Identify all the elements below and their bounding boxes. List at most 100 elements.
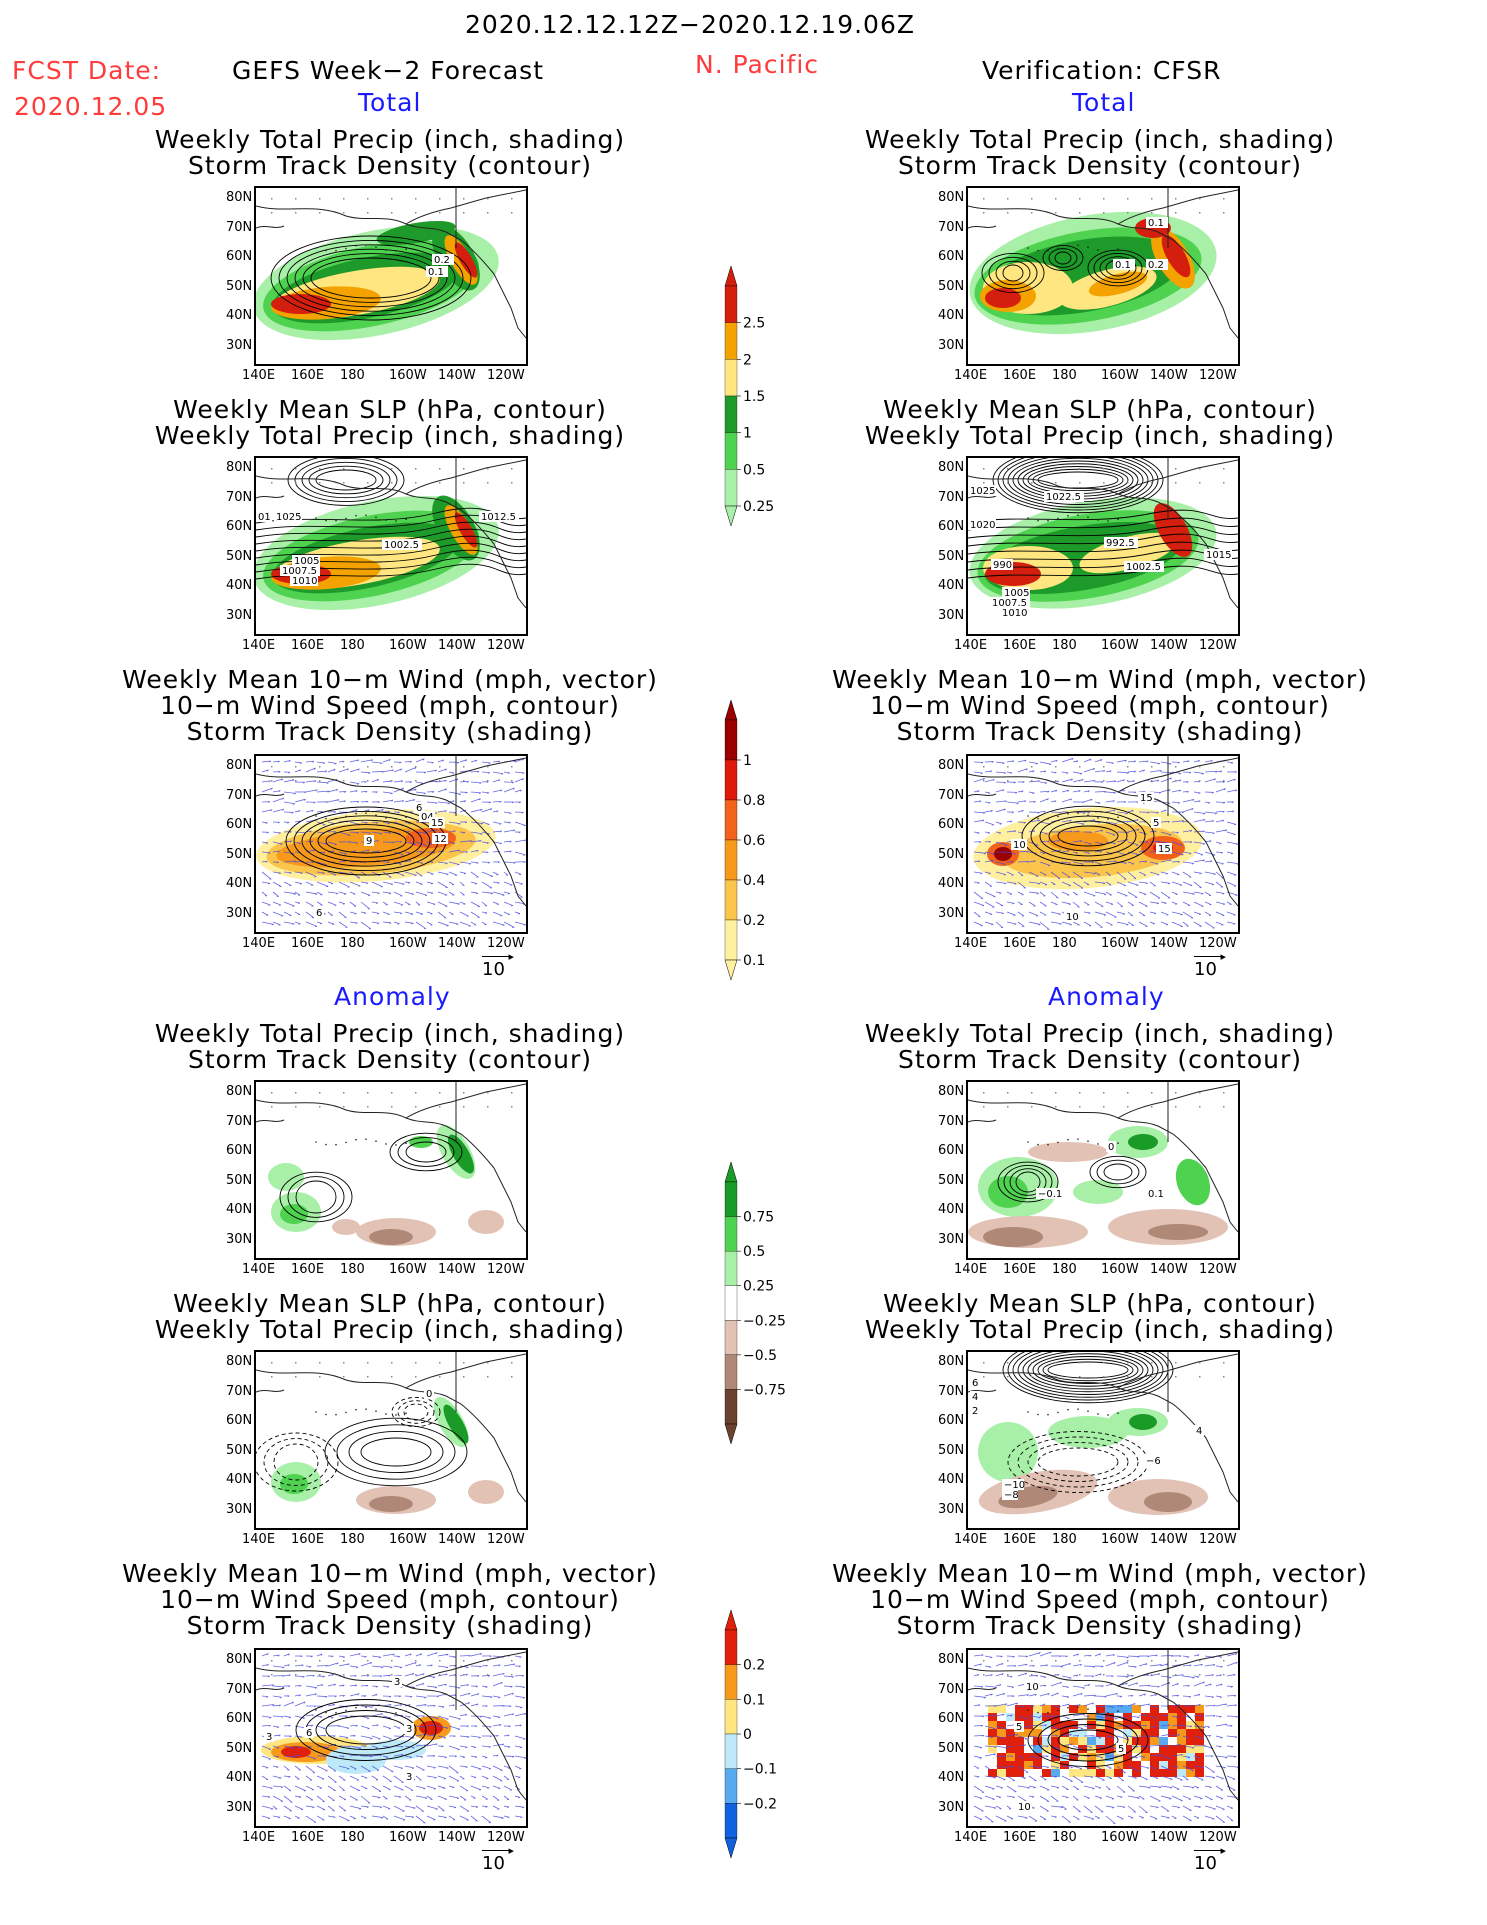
lat-tick-label: 40N xyxy=(938,1472,965,1487)
svg-text:0.25: 0.25 xyxy=(743,1279,774,1295)
lon-tick-label: 160W xyxy=(389,1262,427,1277)
lon-tick-label: 140E xyxy=(954,1830,988,1845)
svg-text:0.4: 0.4 xyxy=(743,873,765,889)
lon-tick-label: 140W xyxy=(438,1532,476,1547)
svg-text:2.5: 2.5 xyxy=(743,316,765,332)
svg-text:0: 0 xyxy=(743,1727,752,1743)
lon-tick-label: 180 xyxy=(340,1532,365,1547)
lat-tick-label: 50N xyxy=(226,1172,253,1188)
map-forecast-wind-storm-anomaly: 3 3 3 6 3 xyxy=(254,1648,528,1828)
lon-tick-label: 180 xyxy=(1052,1262,1077,1277)
lon-tick-label: 180 xyxy=(1052,1830,1077,1845)
colorbar-storm-density-total: 1 0.8 0.6 0.4 0.2 0.1 xyxy=(700,699,800,981)
vector-ref-f6: ▸ 10 xyxy=(482,1844,514,1874)
lat-tick-label: 80N xyxy=(226,1084,253,1099)
lon-tick-label: 160W xyxy=(389,1532,427,1547)
lat-tick-label: 80N xyxy=(226,190,253,205)
lon-tick-label: 140W xyxy=(438,1262,476,1277)
fcst-date-value: 2020.12.05 xyxy=(14,92,168,121)
lon-tick-label: 120W xyxy=(487,936,525,951)
lon-tick-label: 160E xyxy=(1003,936,1037,951)
lat-tick-label: 70N xyxy=(938,219,965,235)
lat-tick-label: 40N xyxy=(938,578,965,593)
map-verification-wind-storm-total: 15 5 10 15 10 xyxy=(966,754,1240,934)
svg-text:10: 10 xyxy=(1066,912,1079,923)
svg-text:0: 0 xyxy=(426,1389,432,1400)
lat-tick-label: 80N xyxy=(938,1354,965,1369)
lat-tick-label: 80N xyxy=(226,1354,253,1369)
map-verification-wind-storm-anomaly: 10 5 5 10 xyxy=(966,1648,1240,1828)
region-title: N. Pacific xyxy=(695,50,820,79)
lat-tick-label: 50N xyxy=(226,1740,253,1756)
lon-tick-label: 180 xyxy=(340,1830,365,1845)
lon-tick-label: 140E xyxy=(242,936,276,951)
svg-text:−0.1: −0.1 xyxy=(1038,1189,1062,1200)
lat-tick-label: 60N xyxy=(938,1711,965,1726)
lat-tick-label: 60N xyxy=(226,817,253,832)
lat-tick-label: 60N xyxy=(938,817,965,832)
lon-tick-label: 140W xyxy=(1150,368,1188,383)
vector-ref-v3: ▸ 10 xyxy=(1194,950,1226,980)
lat-tick-label: 30N xyxy=(938,1799,965,1815)
lat-tick-label: 40N xyxy=(226,1472,253,1487)
svg-text:0.5: 0.5 xyxy=(743,462,765,478)
lat-tick-label: 40N xyxy=(938,308,965,323)
lon-tick-label: 180 xyxy=(340,936,365,951)
panel-title-v4: Weekly Total Precip (inch, shading) Storm… xyxy=(864,1019,1336,1074)
svg-text:04: 04 xyxy=(421,812,434,823)
lon-tick-label: 140E xyxy=(242,368,276,383)
svg-text:0.2: 0.2 xyxy=(434,255,450,266)
lon-tick-label: 160W xyxy=(1101,1830,1139,1845)
svg-text:2: 2 xyxy=(743,352,752,368)
lon-tick-label: 160E xyxy=(291,368,325,383)
lat-tick-label: 30N xyxy=(938,1231,965,1247)
svg-text:−0.2: −0.2 xyxy=(743,1796,777,1812)
svg-text:1022.5: 1022.5 xyxy=(1046,492,1081,503)
panel-title-f3: Weekly Mean 10−m Wind (mph, vector) 10−m … xyxy=(122,665,658,746)
map-forecast-precip-storm-total: 0.2 0.1 xyxy=(254,186,528,366)
svg-text:0.2: 0.2 xyxy=(743,913,765,929)
lon-tick-label: 140E xyxy=(242,638,276,653)
lon-tick-label: 160E xyxy=(1003,1830,1037,1845)
svg-text:992.5: 992.5 xyxy=(1106,538,1135,549)
lat-tick-label: 70N xyxy=(226,489,253,505)
lat-tick-label: 60N xyxy=(226,1143,253,1158)
lon-tick-label: 140E xyxy=(242,1532,276,1547)
lat-tick-label: 70N xyxy=(938,1681,965,1697)
lon-tick-label: 140W xyxy=(1150,638,1188,653)
lon-tick-label: 120W xyxy=(487,1830,525,1845)
lat-tick-label: 30N xyxy=(226,1501,253,1517)
panel-title-v5: Weekly Mean SLP (hPa, contour) Weekly Tot… xyxy=(864,1289,1336,1344)
panel-title-f6: Weekly Mean 10−m Wind (mph, vector) 10−m … xyxy=(122,1559,658,1640)
lon-tick-label: 180 xyxy=(1052,936,1077,951)
svg-text:15: 15 xyxy=(431,818,444,829)
map-forecast-precip-storm-anomaly xyxy=(254,1080,528,1260)
lat-tick-label: 30N xyxy=(226,905,253,921)
lat-tick-label: 70N xyxy=(938,489,965,505)
lon-tick-label: 160W xyxy=(1101,1532,1139,1547)
svg-text:−0.5: −0.5 xyxy=(743,1348,777,1364)
lat-tick-label: 50N xyxy=(938,278,965,294)
lon-tick-label: 120W xyxy=(1199,936,1237,951)
lat-tick-label: 50N xyxy=(938,846,965,862)
lon-tick-label: 180 xyxy=(340,1262,365,1277)
lon-tick-label: 120W xyxy=(487,1262,525,1277)
lat-tick-label: 70N xyxy=(226,1113,253,1129)
map-forecast-slp-precip-anomaly: 0 xyxy=(254,1350,528,1530)
svg-text:1025: 1025 xyxy=(276,512,301,523)
lat-tick-label: 30N xyxy=(226,607,253,623)
lon-tick-label: 120W xyxy=(487,638,525,653)
forecast-title: GEFS Week−2 Forecast xyxy=(232,56,545,85)
lat-tick-label: 40N xyxy=(938,1770,965,1785)
section-anomaly-right: Anomaly xyxy=(1048,982,1165,1011)
lat-tick-label: 30N xyxy=(938,905,965,921)
lon-tick-label: 180 xyxy=(1052,638,1077,653)
map-forecast-wind-storm-total: 6 04 15 12 9 6 xyxy=(254,754,528,934)
lon-tick-label: 120W xyxy=(487,368,525,383)
lat-tick-label: 40N xyxy=(226,308,253,323)
lon-tick-label: 160E xyxy=(1003,368,1037,383)
lon-tick-label: 180 xyxy=(1052,1532,1077,1547)
colorbar-precip-total: 2.5 2 1.5 1 0.5 0.25 xyxy=(700,265,800,527)
panel-title-v1: Weekly Total Precip (inch, shading) Storm… xyxy=(864,125,1336,180)
panel-title-f2: Weekly Mean SLP (hPa, contour) Weekly Tot… xyxy=(154,395,626,450)
